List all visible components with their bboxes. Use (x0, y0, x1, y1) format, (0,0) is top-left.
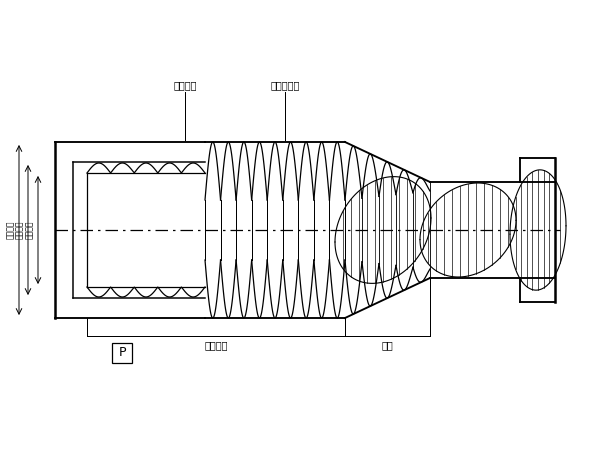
Text: P: P (118, 346, 126, 360)
Text: 螺纹小径: 螺纹小径 (25, 221, 34, 239)
Text: 不完整螺纹: 不完整螺纹 (271, 80, 299, 90)
Text: 有效螺纹: 有效螺纹 (204, 340, 228, 350)
Text: 完整螺纹: 完整螺纹 (173, 80, 197, 90)
Text: 螺纹中径: 螺纹中径 (14, 221, 23, 239)
FancyBboxPatch shape (112, 343, 132, 363)
Text: 螺纹大径: 螺纹大径 (5, 221, 14, 239)
Text: 螺尾: 螺尾 (382, 340, 394, 350)
